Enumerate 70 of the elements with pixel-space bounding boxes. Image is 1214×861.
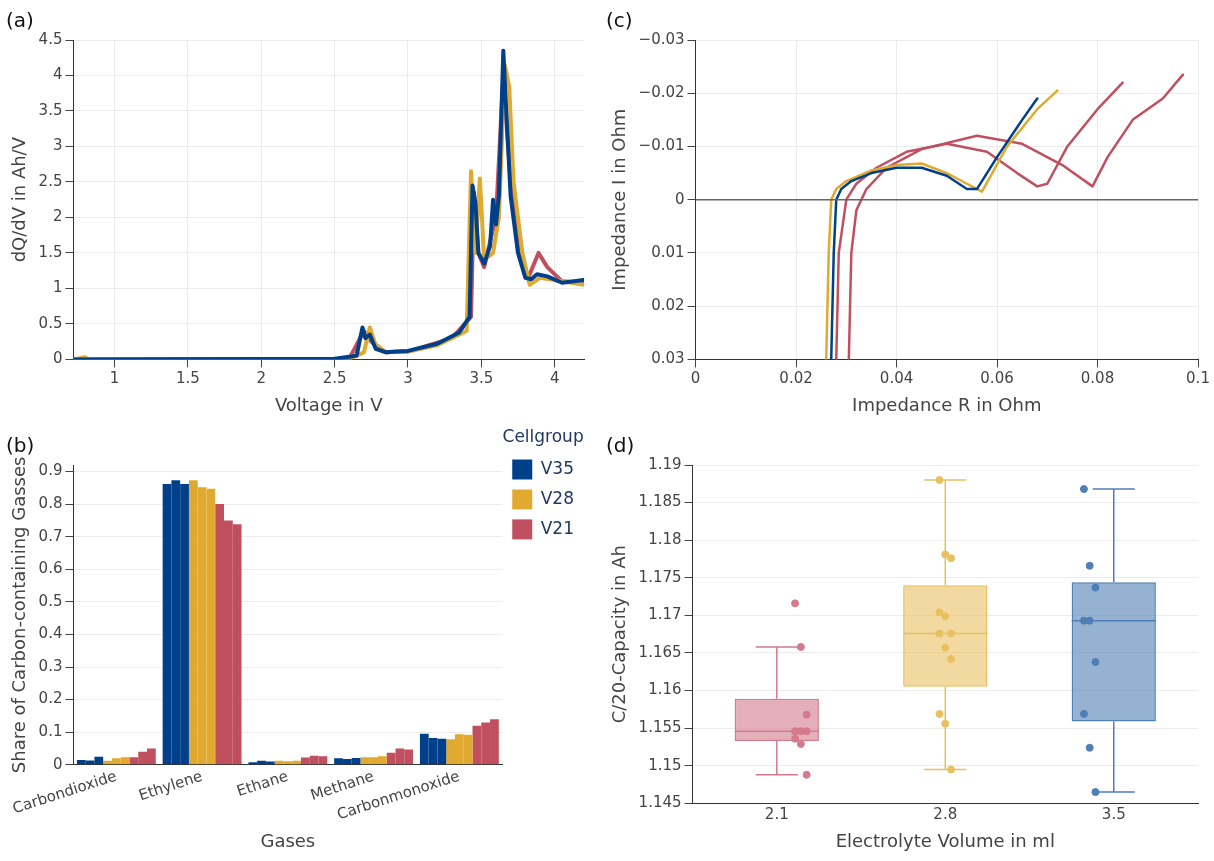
y-tick-label: 3.5 bbox=[38, 100, 63, 119]
x-tick-label: 2.8 bbox=[933, 805, 958, 824]
x-tick-label: 0.1 bbox=[1186, 369, 1210, 388]
y-axis-title: dQ/dV in Ah/V bbox=[8, 136, 30, 263]
y-tick-label: 0.1 bbox=[38, 722, 63, 741]
y-tick-label: 0.01 bbox=[651, 242, 685, 261]
chart-title: (a) bbox=[6, 8, 34, 33]
y-tick-label: −0.01 bbox=[638, 136, 685, 155]
y-axis-title: Share of Carbon-containing Gasses bbox=[8, 456, 30, 774]
x-tick-label: 0.06 bbox=[980, 369, 1014, 388]
y-tick-label: 0 bbox=[52, 754, 63, 773]
y-tick-label: 0.6 bbox=[38, 559, 63, 578]
y-tick-label: 1.145 bbox=[638, 793, 682, 812]
y-tick-label: 4 bbox=[52, 65, 63, 84]
x-tick-label: 2.1 bbox=[764, 805, 789, 824]
x-tick-label: 1 bbox=[109, 369, 120, 388]
y-tick-label: 3 bbox=[52, 136, 63, 155]
y-tick-label: 0 bbox=[675, 189, 685, 208]
y-tick-label: 2 bbox=[52, 207, 63, 226]
y-tick-label: 0.02 bbox=[651, 296, 685, 315]
y-tick-label: −0.03 bbox=[638, 29, 685, 48]
y-axis-title: Impedance I in Ohm bbox=[608, 108, 630, 291]
y-tick-label: 1.185 bbox=[638, 492, 682, 511]
chart-title: (c) bbox=[606, 8, 633, 33]
y-tick-label: 1.165 bbox=[638, 642, 682, 661]
y-tick-label: 0 bbox=[52, 349, 63, 368]
y-tick-label: 1.155 bbox=[638, 718, 682, 737]
x-tick-label: 3 bbox=[403, 369, 413, 388]
legend-label: V21 bbox=[540, 517, 574, 538]
y-tick-label: 1.16 bbox=[648, 680, 682, 699]
y-tick-label: 1.15 bbox=[648, 755, 682, 774]
x-axis-title: Electrolyte Volume in ml bbox=[835, 829, 1055, 851]
y-tick-label: 0.4 bbox=[38, 624, 63, 643]
y-tick-label: 0.7 bbox=[38, 526, 63, 545]
legend-label: V35 bbox=[540, 457, 574, 478]
x-tick-label: 0.04 bbox=[879, 369, 914, 388]
y-tick-label: 0.5 bbox=[38, 591, 63, 610]
y-tick-label: 2.5 bbox=[38, 171, 63, 190]
y-tick-label: 0.3 bbox=[38, 656, 63, 675]
y-tick-label: 0.8 bbox=[38, 493, 63, 512]
y-tick-label: −0.02 bbox=[638, 83, 685, 102]
y-tick-label: 4.5 bbox=[38, 29, 63, 48]
chart-title: (b) bbox=[6, 433, 35, 458]
y-tick-label: 0.2 bbox=[38, 689, 63, 708]
x-tick-label: 1.5 bbox=[175, 369, 200, 388]
y-tick-label: 1.175 bbox=[638, 567, 682, 586]
legend-label: V28 bbox=[540, 487, 574, 508]
x-tick-label: 0.02 bbox=[779, 369, 813, 388]
y-tick-label: 0.03 bbox=[651, 349, 685, 368]
y-tick-label: 1.17 bbox=[648, 605, 682, 624]
x-tick-label: Ethane bbox=[234, 766, 291, 801]
y-tick-label: 1.5 bbox=[38, 242, 63, 261]
legend-title: Cellgroup bbox=[502, 425, 584, 446]
y-tick-label: 1.19 bbox=[648, 454, 682, 473]
x-tick-label: 0 bbox=[690, 369, 701, 388]
x-tick-label: 4 bbox=[549, 369, 560, 388]
y-tick-label: 0.5 bbox=[38, 313, 63, 332]
x-axis-title: Gases bbox=[260, 829, 316, 851]
x-tick-label: 3.5 bbox=[1101, 805, 1126, 824]
y-axis-title: C/20-Capacity in Ah bbox=[608, 545, 630, 724]
x-axis-title: Voltage in V bbox=[274, 393, 384, 415]
y-tick-label: 0.9 bbox=[38, 461, 63, 480]
x-axis-title: Impedance R in Ohm bbox=[852, 393, 1042, 415]
y-tick-label: 1 bbox=[52, 278, 63, 297]
x-tick-label: 0.08 bbox=[1080, 369, 1115, 388]
y-tick-label: 1.18 bbox=[648, 530, 682, 549]
x-tick-label: 2.5 bbox=[322, 369, 347, 388]
chart-title: (d) bbox=[606, 433, 635, 458]
x-tick-label: 2 bbox=[256, 369, 267, 388]
x-tick-label: 3.5 bbox=[469, 369, 494, 388]
